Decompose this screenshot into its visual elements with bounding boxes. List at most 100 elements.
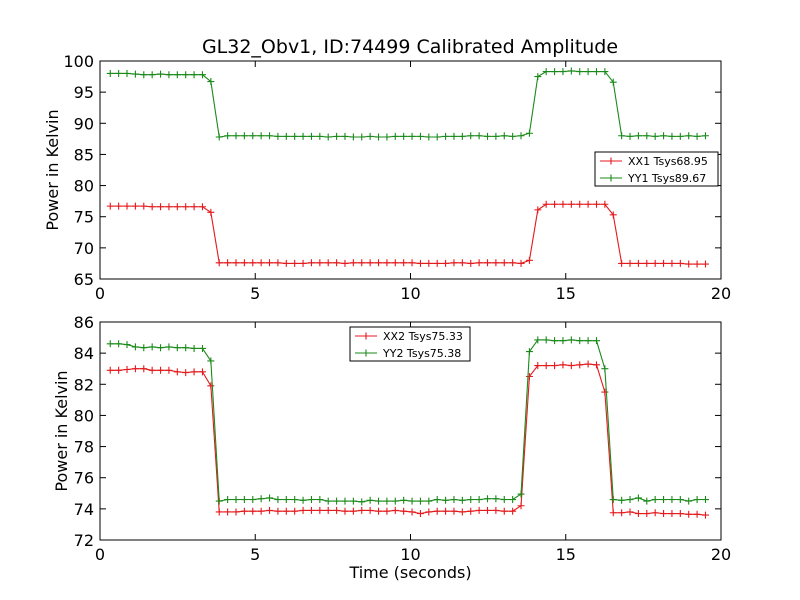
data-point-marker [408, 497, 416, 505]
data-point-marker [609, 496, 617, 504]
data-point-marker [542, 200, 550, 208]
x-tick-label: 15 [556, 284, 576, 303]
data-point-marker [416, 132, 424, 140]
data-point-marker [400, 259, 408, 267]
data-point-marker [668, 132, 676, 140]
data-point-marker [701, 260, 709, 268]
data-point-marker [693, 510, 701, 518]
data-point-marker [400, 496, 408, 504]
data-point-marker [458, 496, 466, 504]
data-point-marker [316, 496, 324, 504]
x-tick-label: 5 [250, 545, 260, 564]
data-point-marker [358, 506, 366, 514]
data-point-marker [333, 497, 341, 505]
data-point-marker [115, 202, 123, 210]
x-tick-label: 10 [400, 284, 420, 303]
data-point-marker [433, 133, 441, 141]
data-point-marker [282, 132, 290, 140]
data-point-marker [601, 68, 609, 76]
data-point-marker [358, 498, 366, 506]
data-point-marker [442, 496, 450, 504]
data-point-marker [542, 68, 550, 76]
data-point-marker [224, 496, 232, 504]
data-point-marker [609, 78, 617, 86]
data-point-marker [685, 497, 693, 505]
data-point-marker [316, 259, 324, 267]
x-tick-label: 0 [95, 284, 105, 303]
data-point-marker [576, 337, 584, 345]
data-point-marker [660, 510, 668, 518]
y-axis-label: Power in Kelvin [52, 370, 71, 491]
data-point-marker [190, 368, 198, 376]
data-point-marker [534, 362, 542, 370]
data-point-marker [416, 510, 424, 518]
y-axis-label: Power in Kelvin [43, 109, 62, 230]
data-point-marker [643, 510, 651, 518]
data-point-marker [131, 343, 139, 351]
data-point-marker [475, 259, 483, 267]
data-point-marker [651, 259, 659, 267]
data-point-marker [660, 496, 668, 504]
legend-label: YY2 Tsys75.38 [382, 347, 461, 360]
data-point-marker [358, 133, 366, 141]
data-point-marker [626, 496, 634, 504]
data-point-marker [534, 206, 542, 214]
data-point-marker [165, 71, 173, 79]
data-point-marker [299, 496, 307, 504]
data-point-marker [383, 133, 391, 141]
data-point-marker [551, 362, 559, 370]
data-point-marker [274, 507, 282, 515]
data-point-marker [668, 259, 676, 267]
data-point-marker [232, 508, 240, 516]
data-point-marker [475, 506, 483, 514]
data-point-marker [257, 507, 265, 515]
data-point-marker [676, 259, 684, 267]
data-point-marker [618, 259, 626, 267]
data-point-marker [274, 132, 282, 140]
data-point-marker [115, 69, 123, 77]
data-point-marker [467, 496, 475, 504]
data-point-marker [173, 71, 181, 79]
data-point-marker [173, 368, 181, 376]
data-point-marker [257, 259, 265, 267]
data-point-marker [634, 510, 642, 518]
data-point-marker [618, 509, 626, 517]
data-point-marker [433, 259, 441, 267]
data-point-marker [542, 336, 550, 344]
y-tick-label: 78 [74, 438, 94, 457]
x-tick-label: 0 [95, 545, 105, 564]
data-point-marker [576, 200, 584, 208]
data-point-marker [551, 337, 559, 345]
data-point-marker [148, 366, 156, 374]
data-point-marker [349, 259, 357, 267]
top-plot-panel: 0 5 10 15 20 65 70 75 80 85 90 95 100 Power in Kelvin… [43, 52, 731, 303]
data-point-marker [299, 132, 307, 140]
data-point-marker [475, 132, 483, 140]
data-point-marker [224, 259, 232, 267]
data-point-marker [207, 208, 215, 216]
data-point-marker [366, 506, 374, 514]
data-point-marker [676, 132, 684, 140]
legend-label: XX2 Tsys75.33 [383, 330, 463, 343]
data-point-marker [341, 132, 349, 140]
data-point-marker [500, 132, 508, 140]
data-point-marker [567, 362, 575, 370]
data-point-marker [626, 132, 634, 140]
y-tick-label: 84 [74, 344, 94, 363]
data-point-marker [408, 132, 416, 140]
data-point-marker [517, 132, 525, 140]
data-point-marker [484, 506, 492, 514]
data-point-marker [408, 259, 416, 267]
data-point-marker [375, 259, 383, 267]
data-point-marker [467, 132, 475, 140]
data-point-marker [634, 132, 642, 140]
data-point-marker [190, 344, 198, 352]
data-point-marker [693, 496, 701, 504]
data-point-marker [349, 497, 357, 505]
y-tick-label: 76 [74, 469, 94, 488]
data-point-marker [182, 71, 190, 79]
data-point-marker [232, 132, 240, 140]
data-point-marker [609, 211, 617, 219]
y-tick-label: 80 [74, 406, 94, 425]
